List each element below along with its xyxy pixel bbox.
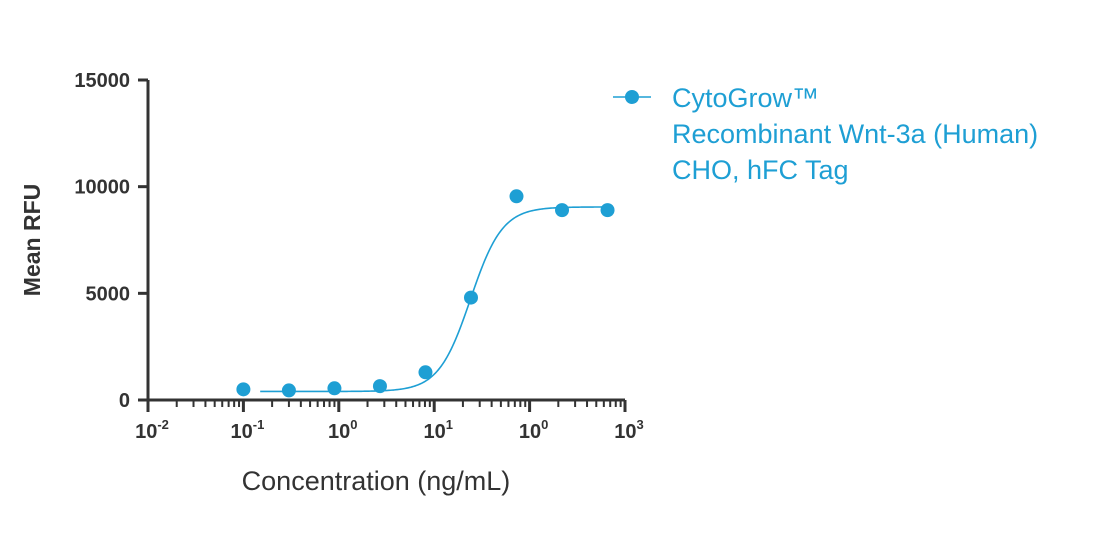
legend-label-line: Recombinant Wnt-3a (Human) (672, 119, 1038, 149)
legend-marker (625, 90, 639, 104)
y-tick-label: 10000 (74, 177, 130, 199)
legend: CytoGrow™ Recombinant Wnt-3a (Human) CHO, … (613, 83, 1038, 185)
x-tick-label: 10-2 (135, 417, 169, 443)
x-tick-label: 100 (328, 417, 357, 443)
data-point (463, 290, 478, 305)
legend-label-line: CytoGrow™ (672, 83, 819, 113)
x-tick-label: 101 (423, 417, 452, 443)
data-point (372, 379, 387, 394)
x-tick-label: 103 (614, 417, 643, 443)
data-point (418, 365, 433, 380)
data-point (327, 381, 342, 396)
data-point (555, 203, 570, 218)
y-axis-title: Mean RFU (19, 184, 45, 296)
axes (138, 78, 627, 412)
data-point (600, 203, 615, 218)
x-axis-title: Concentration (ng/mL) (242, 466, 511, 496)
data-point (509, 189, 524, 204)
fit-curve-layer (260, 206, 608, 393)
data-points-layer (236, 189, 615, 398)
y-tick-label: 0 (119, 390, 130, 412)
x-tick-label: 100 (519, 417, 548, 443)
y-tick-label: 15000 (74, 70, 130, 92)
x-tick-label: 10-1 (230, 417, 264, 443)
y-tick-label: 5000 (86, 283, 131, 305)
legend-label-line: CHO, hFC Tag (672, 155, 849, 185)
fit-curve (260, 206, 608, 393)
tick-labels-layer: 0 5000 10000 15000 10-2 10-1 100 101 100 103 (74, 70, 643, 443)
data-point (281, 383, 296, 398)
data-point (236, 382, 251, 397)
